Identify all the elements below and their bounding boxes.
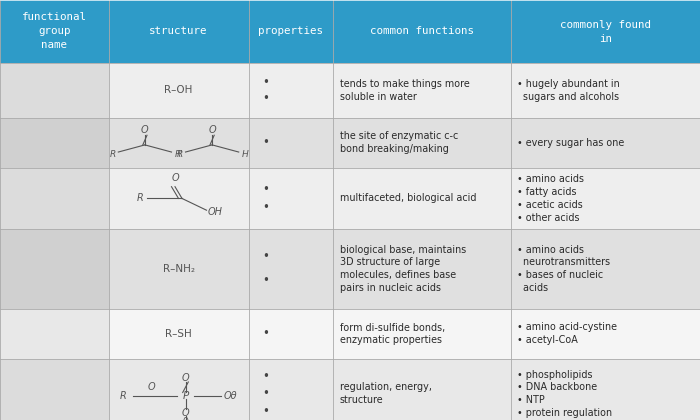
- Bar: [511, 118, 700, 168]
- Bar: [248, 359, 332, 420]
- Text: form di-sulfide bonds,
enzymatic properties: form di-sulfide bonds, enzymatic propert…: [340, 323, 444, 345]
- Text: • amino acids
• fatty acids
• acetic acids
• other acids: • amino acids • fatty acids • acetic aci…: [517, 174, 584, 223]
- Bar: [511, 168, 700, 229]
- Text: O: O: [172, 173, 178, 183]
- Text: • hugely abundant in
  sugars and alcohols: • hugely abundant in sugars and alcohols: [517, 79, 620, 102]
- Text: θ: θ: [183, 417, 188, 420]
- Text: P: P: [183, 391, 188, 401]
- Bar: [108, 229, 248, 309]
- Text: •: •: [262, 201, 270, 214]
- Text: R: R: [136, 194, 144, 203]
- Text: biological base, maintains
3D structure of large
molecules, defines base
pairs i: biological base, maintains 3D structure …: [340, 244, 466, 293]
- Bar: [248, 63, 332, 118]
- Text: regulation, energy,
structure: regulation, energy, structure: [340, 382, 431, 405]
- Bar: [0, 63, 108, 118]
- Bar: [248, 118, 332, 168]
- Text: •: •: [262, 76, 270, 89]
- Bar: [332, 359, 511, 420]
- Text: R: R: [109, 150, 116, 159]
- Text: R–NH₂: R–NH₂: [162, 264, 195, 274]
- Text: R–SH: R–SH: [165, 329, 192, 339]
- Bar: [332, 118, 511, 168]
- Text: O: O: [182, 408, 189, 417]
- Bar: [511, 359, 700, 420]
- Bar: [511, 63, 700, 118]
- Text: •: •: [262, 250, 270, 263]
- Bar: [332, 309, 511, 359]
- Bar: [248, 229, 332, 309]
- Text: • amino acid-cystine
• acetyl-CoA: • amino acid-cystine • acetyl-CoA: [517, 323, 617, 345]
- Bar: [108, 0, 248, 63]
- Bar: [248, 168, 332, 229]
- Text: R: R: [176, 150, 183, 159]
- Text: • every sugar has one: • every sugar has one: [517, 138, 624, 148]
- Text: •: •: [262, 404, 270, 417]
- Bar: [0, 229, 108, 309]
- Bar: [108, 309, 248, 359]
- Bar: [332, 229, 511, 309]
- Text: •: •: [262, 136, 270, 149]
- Text: structure: structure: [149, 26, 208, 37]
- Text: O: O: [209, 125, 216, 135]
- Text: OH: OH: [208, 207, 223, 217]
- Text: • amino acids
  neurotransmitters
• bases of nucleic
  acids: • amino acids neurotransmitters • bases …: [517, 244, 610, 293]
- Text: •: •: [262, 274, 270, 287]
- Text: multifaceted, biological acid: multifaceted, biological acid: [340, 194, 476, 203]
- Bar: [332, 63, 511, 118]
- Bar: [0, 0, 108, 63]
- Text: • phospholipids
• DNA backbone
• NTP
• protein regulation: • phospholipids • DNA backbone • NTP • p…: [517, 370, 612, 418]
- Text: tends to make things more
soluble in water: tends to make things more soluble in wat…: [340, 79, 469, 102]
- Text: H: H: [241, 150, 248, 159]
- Bar: [511, 309, 700, 359]
- Bar: [511, 229, 700, 309]
- Bar: [0, 118, 108, 168]
- Text: •: •: [262, 387, 270, 400]
- Text: the site of enzymatic c-c
bond breaking/making: the site of enzymatic c-c bond breaking/…: [340, 131, 458, 154]
- Text: commonly found
in: commonly found in: [560, 19, 651, 44]
- Bar: [108, 118, 248, 168]
- Bar: [332, 0, 511, 63]
- Text: R': R': [174, 150, 183, 159]
- Text: O: O: [148, 383, 155, 392]
- Bar: [332, 168, 511, 229]
- Text: properties: properties: [258, 26, 323, 37]
- Text: R–OH: R–OH: [164, 85, 193, 95]
- Bar: [248, 0, 332, 63]
- Bar: [248, 309, 332, 359]
- Bar: [108, 359, 248, 420]
- Bar: [108, 168, 248, 229]
- Text: O: O: [182, 373, 189, 383]
- Text: •: •: [262, 370, 270, 383]
- Bar: [0, 168, 108, 229]
- Text: •: •: [262, 328, 270, 340]
- Text: •: •: [262, 183, 270, 196]
- Bar: [0, 309, 108, 359]
- Text: functional
group
name: functional group name: [22, 13, 87, 50]
- Bar: [0, 359, 108, 420]
- Text: O: O: [141, 125, 148, 135]
- Text: common functions: common functions: [370, 26, 474, 37]
- Bar: [511, 0, 700, 63]
- Text: R: R: [119, 391, 126, 401]
- Text: •: •: [262, 92, 270, 105]
- Text: Oθ: Oθ: [224, 391, 237, 401]
- Bar: [108, 63, 248, 118]
